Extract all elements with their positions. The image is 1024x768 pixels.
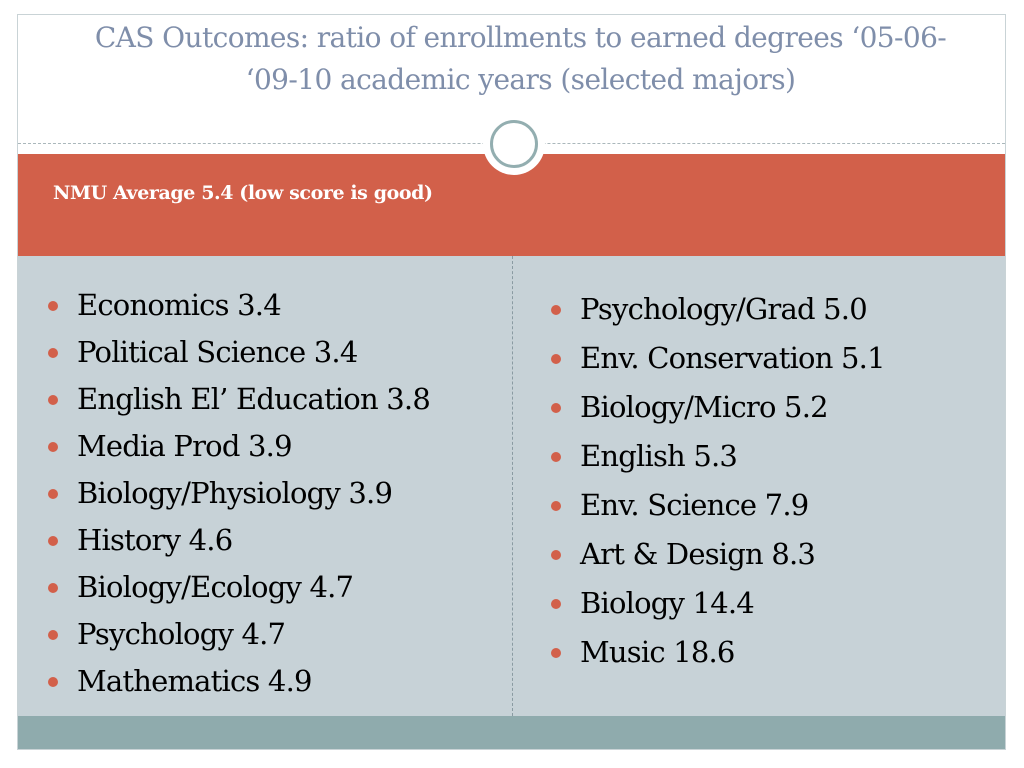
bullet-dot-icon (48, 488, 58, 499)
footer-bar (18, 716, 1005, 749)
bullet-dot-icon (48, 535, 58, 546)
list-item: Biology 14.4 (551, 579, 991, 628)
title-area: CAS Outcomes: ratio of enrollments to ea… (18, 15, 1005, 143)
list-item: English El’ Education 3.8 (48, 376, 503, 423)
left-major-list: Economics 3.4 Political Science 3.4 Engl… (48, 282, 503, 705)
list-item: Media Prod 3.9 (48, 423, 503, 470)
bullet-dot-icon (551, 647, 561, 658)
list-item-text: Biology/Physiology 3.9 (77, 476, 393, 510)
subtitle-band: NMU Average 5.4 (low score is good) (18, 154, 1005, 256)
list-item-text: Psychology 4.7 (77, 617, 286, 651)
right-major-list: Psychology/Grad 5.0 Env. Conservation 5.… (551, 285, 991, 677)
list-item: Env. Science 7.9 (551, 481, 991, 530)
list-item-text: Biology 14.4 (580, 586, 755, 620)
list-item: Biology/Physiology 3.9 (48, 470, 503, 517)
list-item: English 5.3 (551, 432, 991, 481)
list-item-text: English El’ Education 3.8 (77, 382, 431, 416)
list-item: Psychology/Grad 5.0 (551, 285, 991, 334)
list-item: Env. Conservation 5.1 (551, 334, 991, 383)
list-item: Mathematics 4.9 (48, 658, 503, 705)
list-item: Music 18.6 (551, 628, 991, 677)
bullet-dot-icon (48, 582, 58, 593)
list-item-text: Biology/Micro 5.2 (580, 390, 829, 424)
list-item-text: Env. Science 7.9 (580, 488, 809, 522)
bullet-dot-icon (551, 304, 561, 315)
bullet-dot-icon (551, 353, 561, 364)
slide-title: CAS Outcomes: ratio of enrollments to ea… (94, 21, 947, 96)
subtitle-text: NMU Average 5.4 (low score is good) (53, 182, 433, 204)
bullet-dot-icon (551, 500, 561, 511)
list-item: Psychology 4.7 (48, 611, 503, 658)
content-area: Economics 3.4 Political Science 3.4 Engl… (18, 256, 1005, 716)
bullet-dot-icon (48, 441, 58, 452)
list-item: Political Science 3.4 (48, 329, 503, 376)
bullet-dot-icon (551, 598, 561, 609)
bullet-dot-icon (48, 629, 58, 640)
slide: CAS Outcomes: ratio of enrollments to ea… (17, 14, 1006, 750)
list-item: Art & Design 8.3 (551, 530, 991, 579)
column-divider (512, 256, 513, 716)
list-item-text: History 4.6 (77, 523, 233, 557)
list-item-text: Biology/Ecology 4.7 (77, 570, 354, 604)
bullet-dot-icon (48, 300, 58, 311)
list-item-text: Mathematics 4.9 (77, 664, 312, 698)
bullet-dot-icon (48, 347, 58, 358)
list-item-text: English 5.3 (580, 439, 738, 473)
list-item: Biology/Micro 5.2 (551, 383, 991, 432)
list-item-text: Economics 3.4 (77, 288, 282, 322)
bullet-dot-icon (551, 549, 561, 560)
ornament-circle-icon (490, 120, 538, 168)
bullet-dot-icon (48, 394, 58, 405)
bullet-dot-icon (551, 451, 561, 462)
bullet-dot-icon (48, 676, 58, 687)
list-item: History 4.6 (48, 517, 503, 564)
list-item-text: Music 18.6 (580, 635, 735, 669)
list-item-text: Psychology/Grad 5.0 (580, 292, 868, 326)
list-item: Biology/Ecology 4.7 (48, 564, 503, 611)
list-item-text: Political Science 3.4 (77, 335, 358, 369)
list-item-text: Media Prod 3.9 (77, 429, 293, 463)
list-item-text: Env. Conservation 5.1 (580, 341, 886, 375)
list-item: Economics 3.4 (48, 282, 503, 329)
bullet-dot-icon (551, 402, 561, 413)
list-item-text: Art & Design 8.3 (580, 537, 816, 571)
